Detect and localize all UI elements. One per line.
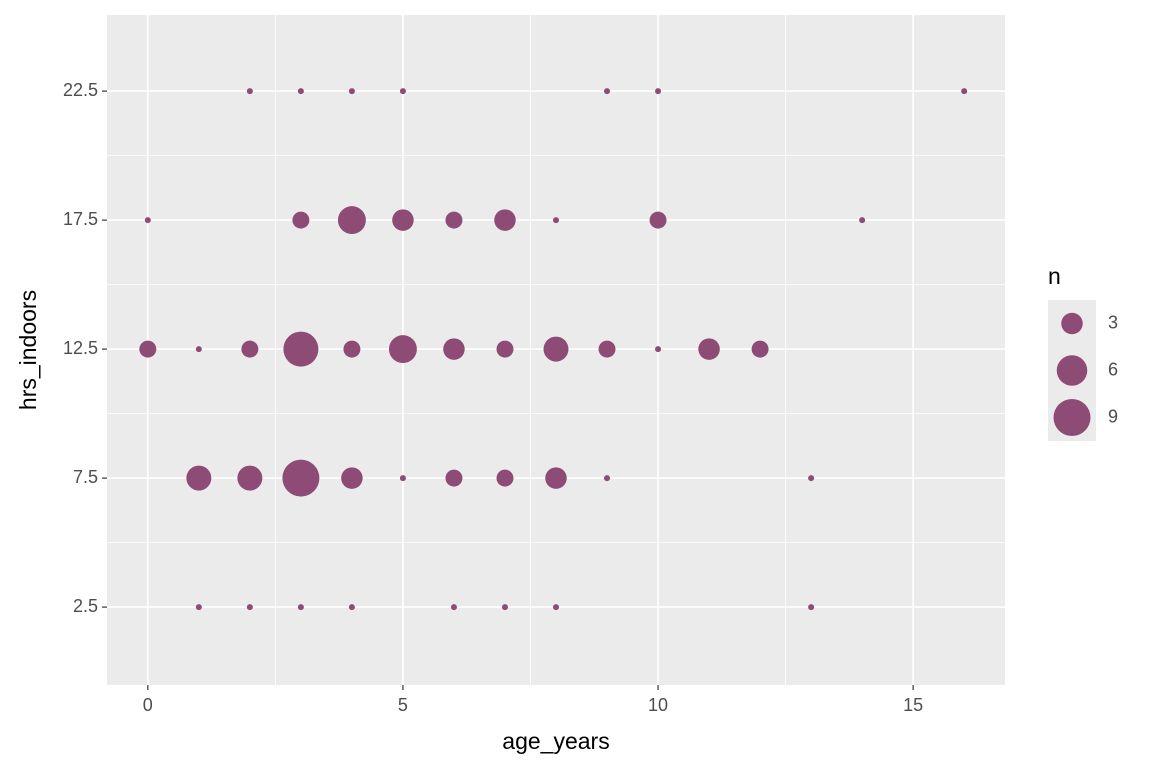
point bbox=[388, 335, 417, 364]
y-axis-title: hrs_indoors bbox=[15, 290, 41, 410]
point bbox=[246, 88, 253, 95]
point bbox=[341, 467, 363, 489]
point bbox=[399, 88, 406, 95]
point bbox=[494, 209, 516, 231]
legend-label: 6 bbox=[1108, 359, 1118, 379]
x-tick-label: 15 bbox=[903, 695, 923, 715]
x-tick-label: 5 bbox=[398, 695, 408, 715]
y-tick-label: 7.5 bbox=[73, 467, 98, 487]
point bbox=[337, 206, 366, 235]
point bbox=[241, 340, 259, 358]
point bbox=[496, 469, 514, 487]
point bbox=[808, 604, 815, 611]
legend-key bbox=[1053, 399, 1091, 436]
point bbox=[445, 469, 463, 487]
point bbox=[195, 604, 202, 611]
legend-label: 9 bbox=[1108, 406, 1118, 426]
point bbox=[292, 211, 310, 229]
y-tick-label: 17.5 bbox=[63, 209, 98, 229]
y-tick-label: 2.5 bbox=[73, 596, 98, 616]
point bbox=[283, 331, 319, 367]
point bbox=[655, 88, 662, 95]
point bbox=[598, 340, 616, 358]
point bbox=[237, 465, 263, 491]
legend-label: 3 bbox=[1108, 312, 1118, 332]
point bbox=[445, 211, 463, 229]
point bbox=[649, 211, 667, 229]
y-tick-label: 12.5 bbox=[63, 338, 98, 358]
point bbox=[655, 346, 662, 353]
point bbox=[443, 338, 465, 360]
point bbox=[496, 340, 514, 358]
point bbox=[501, 604, 508, 611]
y-tick-label: 22.5 bbox=[63, 80, 98, 100]
point bbox=[399, 475, 406, 482]
point bbox=[297, 88, 304, 95]
point bbox=[348, 604, 355, 611]
point bbox=[545, 467, 567, 489]
point bbox=[450, 604, 457, 611]
point bbox=[961, 88, 968, 95]
legend-title: n bbox=[1048, 263, 1061, 289]
point bbox=[859, 217, 866, 224]
point bbox=[698, 338, 720, 360]
point bbox=[553, 217, 559, 224]
point bbox=[246, 604, 253, 611]
point bbox=[808, 475, 815, 482]
legend-key bbox=[1061, 312, 1083, 335]
x-axis-title: age_years bbox=[502, 728, 609, 754]
point bbox=[186, 465, 212, 491]
point bbox=[392, 209, 414, 231]
point bbox=[343, 340, 361, 358]
point bbox=[553, 604, 559, 611]
point bbox=[282, 459, 320, 497]
point bbox=[348, 88, 355, 95]
point bbox=[543, 336, 569, 362]
point bbox=[297, 604, 304, 611]
x-tick-label: 0 bbox=[143, 695, 153, 715]
x-tick-label: 10 bbox=[648, 695, 668, 715]
point bbox=[195, 346, 202, 353]
point bbox=[604, 475, 611, 482]
point bbox=[144, 217, 151, 224]
legend-key bbox=[1056, 355, 1088, 386]
point bbox=[751, 340, 769, 358]
point bbox=[604, 88, 611, 95]
point bbox=[139, 340, 157, 358]
